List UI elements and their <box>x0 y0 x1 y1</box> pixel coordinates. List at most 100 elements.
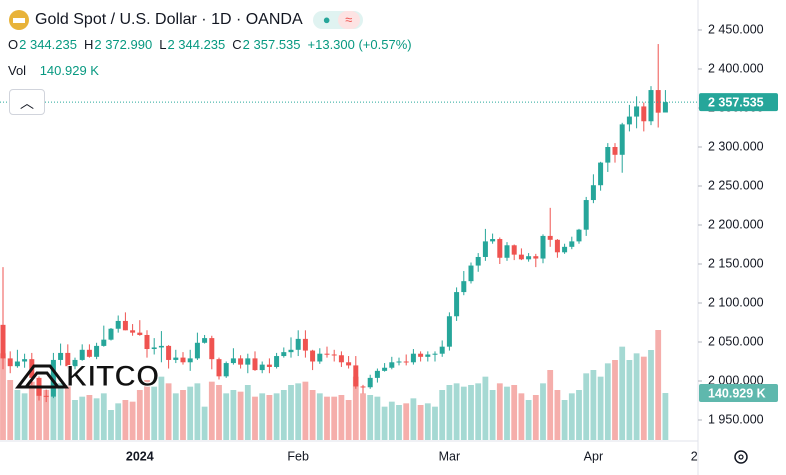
candle-body <box>65 352 71 367</box>
volume-bar <box>129 401 136 440</box>
y-tick-label: 2 100.000 <box>708 295 764 309</box>
market-open-dot[interactable]: ● <box>315 11 338 29</box>
symbol-icon <box>9 10 29 30</box>
candle-body <box>43 395 49 397</box>
candle-body <box>7 358 13 367</box>
y-tick-label: 2 300.000 <box>708 139 764 153</box>
gear-center[interactable] <box>738 454 744 460</box>
volume-bar <box>302 381 309 440</box>
candle-body <box>151 347 157 350</box>
volume-bar <box>504 386 510 440</box>
candle-body <box>389 362 395 368</box>
y-tick-label: 2 150.000 <box>708 256 764 270</box>
volume-bar <box>338 395 345 440</box>
candle-body <box>137 332 143 335</box>
volume-bar <box>453 383 460 440</box>
candle-body <box>108 328 114 340</box>
volume-bar <box>554 390 561 440</box>
status-pills[interactable]: ● ≈ <box>312 11 363 29</box>
y-tick-label: 2 200.000 <box>708 217 764 231</box>
volume-bar <box>576 390 582 440</box>
volume-bar <box>187 386 194 440</box>
volume-bar <box>432 406 438 440</box>
volume-bar <box>216 385 222 440</box>
candle-body <box>122 320 128 331</box>
volume-bar <box>590 370 597 440</box>
volume-bar <box>115 403 122 440</box>
candle-body <box>86 349 92 357</box>
volume-bar <box>475 383 482 440</box>
candle-body <box>418 353 424 357</box>
volume-bar <box>79 396 86 440</box>
collapse-button[interactable]: ︿ <box>9 89 45 115</box>
x-tick-label: Apr <box>584 449 603 463</box>
volume-bar <box>280 390 287 440</box>
volume-bar <box>331 396 338 440</box>
volume-bar <box>0 353 6 440</box>
candle-body <box>468 265 474 282</box>
candle-body <box>288 349 294 353</box>
volume-bar <box>230 390 237 440</box>
candle-body <box>101 339 107 346</box>
kitco-logo: KITCO <box>14 359 160 393</box>
volume-bar <box>417 405 424 440</box>
candle-body <box>230 358 236 364</box>
last-volume-label: 140.929 K <box>708 386 766 400</box>
candle-body <box>576 229 582 242</box>
candle-body <box>547 235 553 240</box>
volume-bar <box>482 376 489 440</box>
candle-body <box>583 200 589 230</box>
volume-bar <box>266 395 273 440</box>
candle-body <box>634 106 640 117</box>
candle-body <box>598 162 604 186</box>
volume-bar <box>259 393 266 440</box>
candle-body <box>22 359 28 362</box>
settings-icon[interactable] <box>734 450 748 464</box>
volume-bar <box>7 380 14 440</box>
volume-bar <box>14 390 21 440</box>
candle-body <box>648 90 654 122</box>
data-delay-icon[interactable]: ≈ <box>337 11 360 29</box>
volume-bar <box>194 383 201 440</box>
volume-bar <box>403 403 410 440</box>
volume-bar <box>655 330 662 440</box>
volume-bar <box>237 391 244 440</box>
candle-body <box>626 116 632 125</box>
volume-bar <box>612 360 618 440</box>
title-row: Gold Spot / U.S. Dollar · 1D · OANDA ● ≈ <box>8 9 363 31</box>
volume-bar <box>640 356 647 440</box>
volume-bar <box>244 385 251 440</box>
candle-body <box>662 102 668 113</box>
ohlc-key: C <box>232 37 242 52</box>
volume-bar <box>36 386 42 440</box>
volume-bar <box>223 393 230 440</box>
x-tick-label: 2024 <box>126 449 154 463</box>
volume-bar <box>86 395 93 440</box>
x-tick-label: Feb <box>287 449 309 463</box>
candle-body <box>612 146 618 155</box>
ohlc-value: 2 344.235 <box>167 37 226 52</box>
candle-body <box>497 239 503 258</box>
volume-bar <box>151 386 158 440</box>
candle-layer <box>0 44 668 403</box>
chart-title: Gold Spot / U.S. Dollar · 1D · OANDA <box>35 11 303 28</box>
volume-bar <box>525 400 532 440</box>
volume-bar <box>108 410 114 440</box>
volume-bar <box>352 376 359 440</box>
candle-body <box>252 358 258 371</box>
volume-bar <box>136 390 143 440</box>
candle-body <box>187 358 193 363</box>
candle-body <box>324 353 330 355</box>
candle-body <box>274 356 280 367</box>
y-tick-label: 2 250.000 <box>708 178 764 192</box>
change: +13.300 (+0.57%) <box>307 37 412 52</box>
gear[interactable] <box>734 450 748 464</box>
volume-bar <box>648 350 654 440</box>
candle-body <box>295 338 301 350</box>
volume-bar <box>374 396 381 440</box>
candle-body <box>439 346 445 354</box>
y-tick-label: 2 000.000 <box>708 373 764 387</box>
volume-bar <box>489 390 496 440</box>
candle-body <box>619 124 625 155</box>
volume-bar <box>122 400 129 440</box>
